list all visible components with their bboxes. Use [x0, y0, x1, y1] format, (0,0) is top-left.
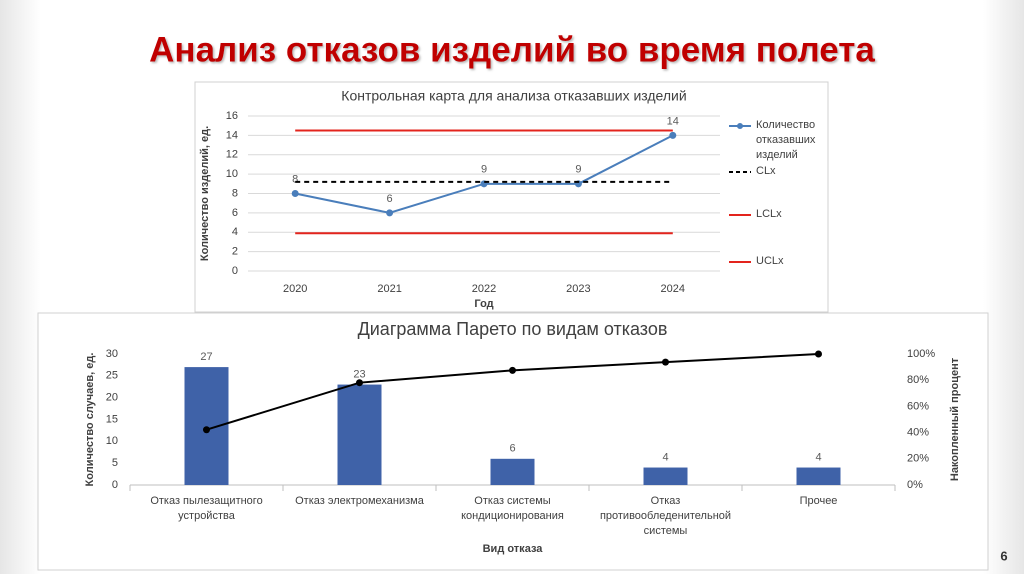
- x-tick-label-box: Прочее: [799, 495, 838, 507]
- x-tick-label: Отказ электромеханизма: [295, 495, 424, 507]
- chart-title: Контрольная карта для анализа отказавших…: [341, 88, 686, 104]
- data-label: 27: [200, 351, 212, 363]
- x-tick-label: 2021: [377, 283, 401, 295]
- data-label: 23: [353, 368, 365, 380]
- y-tick-label: 6: [232, 207, 238, 219]
- bar: [796, 467, 841, 485]
- page-number: 6: [1000, 548, 1007, 563]
- x-tick-label: 2020: [283, 283, 307, 295]
- x-axis-label: Год: [474, 298, 493, 310]
- y-tick-label: 25: [106, 370, 118, 382]
- y-tick-label: 12: [226, 149, 238, 161]
- y-axis-label: Количество случаев, ед.: [84, 353, 96, 487]
- x-tick-label: Отказ пылезащитного устройства: [150, 495, 263, 522]
- legend-label: CLx: [756, 165, 776, 177]
- slide-title: Анализ отказов изделий во время полета: [149, 30, 875, 69]
- data-label: 9: [481, 164, 487, 176]
- bar: [643, 467, 688, 485]
- y-tick-label: 15: [106, 413, 118, 425]
- chart-title: Диаграмма Парето по видам отказов: [358, 319, 668, 339]
- legend-label: LCLx: [756, 208, 782, 220]
- y-tick-label: 5: [112, 457, 118, 469]
- data-label: 4: [662, 451, 668, 463]
- chart-frame: [194, 81, 829, 313]
- y2-tick-label: 40%: [907, 427, 929, 439]
- x-tick-label-box: Отказ пылезащитного устройства: [150, 495, 263, 522]
- x-tick-label: 2023: [566, 283, 590, 295]
- x-tick-label-box: Отказ электромеханизма: [295, 495, 424, 507]
- y-tick-label: 10: [106, 435, 118, 447]
- x-tick-label-box: Отказ противообледенительной системы: [599, 495, 732, 537]
- y-tick-label: 30: [106, 348, 118, 360]
- legend-label-box: UCLx: [756, 255, 784, 267]
- data-label: 14: [667, 115, 679, 127]
- data-label: 6: [509, 443, 515, 455]
- y-tick-label: 10: [226, 168, 238, 180]
- y-tick-label: 0: [112, 479, 118, 491]
- x-tick-label-box: Отказ системы кондиционирования: [461, 495, 564, 522]
- x-tick-label: 2024: [661, 283, 685, 295]
- marker: [386, 209, 394, 217]
- y-axis-label: Количество изделий, ед.: [199, 126, 211, 261]
- legend-label-box: CLx: [756, 165, 776, 177]
- data-label: 9: [575, 164, 581, 176]
- y-tick-label: 4: [232, 226, 238, 238]
- y-tick-label: 2: [232, 246, 238, 258]
- marker: [509, 366, 516, 374]
- legend-label: Количество отказавших изделий: [756, 119, 816, 161]
- x-tick-label: Отказ системы кондиционирования: [461, 495, 564, 522]
- data-label: 4: [815, 451, 821, 463]
- y2-axis-label: Накопленный процент: [949, 357, 961, 481]
- legend-marker: [737, 123, 743, 129]
- y-tick-label: 16: [226, 110, 238, 122]
- marker: [203, 426, 210, 434]
- marker: [669, 131, 677, 139]
- y2-tick-label: 80%: [907, 374, 929, 386]
- y-tick-label: 20: [106, 392, 118, 404]
- data-label: 6: [387, 193, 393, 205]
- y-tick-label: 14: [226, 129, 238, 141]
- x-axis-label: Вид отказа: [483, 543, 544, 555]
- x-tick-label: 2022: [472, 283, 496, 295]
- legend-label-box: Количество отказавших изделий: [756, 119, 816, 161]
- x-tick-label: Отказ противообледенительной системы: [599, 495, 732, 537]
- legend-label-box: LCLx: [756, 208, 782, 220]
- marker: [815, 350, 822, 358]
- y2-tick-label: 100%: [907, 348, 935, 360]
- y2-tick-label: 0%: [907, 479, 923, 491]
- data-label: 8: [292, 173, 298, 185]
- bar: [184, 367, 229, 485]
- x-tick-label: Прочее: [799, 495, 838, 507]
- y-tick-label: 0: [232, 265, 238, 277]
- y2-tick-label: 20%: [907, 453, 929, 465]
- bar: [337, 384, 382, 485]
- bar: [490, 458, 535, 485]
- y2-tick-label: 60%: [907, 400, 929, 412]
- y-tick-label: 8: [232, 187, 238, 199]
- marker: [356, 379, 363, 387]
- marker: [291, 190, 299, 197]
- legend-label: UCLx: [756, 255, 784, 267]
- marker: [662, 358, 669, 366]
